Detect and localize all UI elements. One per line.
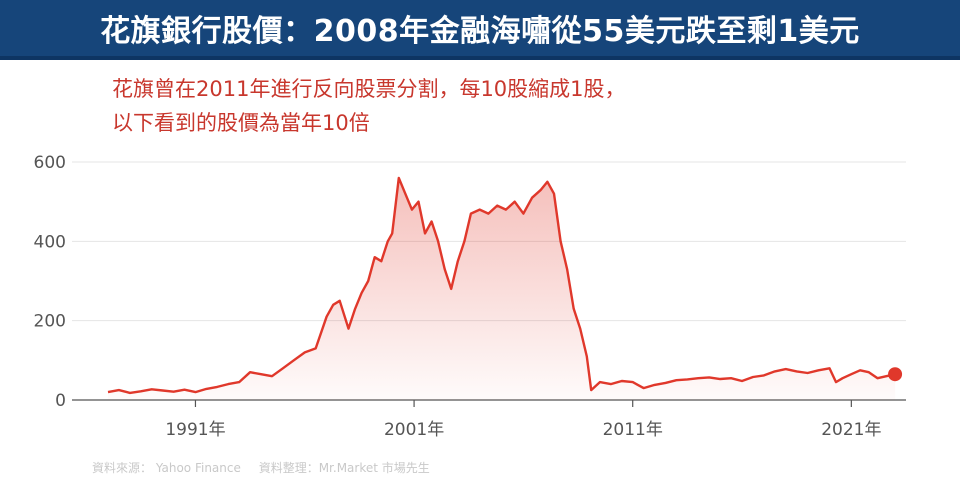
annotation-line-1: 花旗曾在2011年進行反向股票分割，每10股縮成1股，	[112, 77, 626, 101]
y-tick-label: 400	[34, 232, 66, 252]
latest-price-marker	[888, 367, 903, 382]
x-tick-label: 2001年	[384, 420, 444, 440]
annotation-line-2: 以下看到的股價為當年10倍	[112, 111, 370, 135]
x-tick-label: 2011年	[603, 420, 663, 440]
y-tick-label: 600	[34, 153, 66, 173]
compiled-by-text: 資料整理：Mr.Market 市場先生	[258, 461, 430, 475]
page-title: 花旗銀行股價：2008年金融海嘯從55美元跌至剩1美元	[100, 14, 860, 49]
chart-annotation: 花旗曾在2011年進行反向股票分割，每10股縮成1股， 以下看到的股價為當年10…	[112, 72, 626, 140]
x-axis: 1991年 2001年 2011年 2021年	[72, 399, 906, 440]
price-area-fill	[108, 177, 896, 400]
data-source-text: 資料來源： Yahoo Finance	[92, 461, 241, 475]
y-axis: 0 200 400 600	[34, 153, 66, 411]
source-credit: 資料來源： Yahoo Finance 資料整理：Mr.Market 市場先生	[92, 459, 444, 476]
x-tick-label: 1991年	[165, 420, 225, 440]
y-tick-label: 0	[55, 391, 66, 411]
price-line	[107, 176, 896, 395]
y-tick-label: 200	[34, 312, 66, 332]
header-banner: 花旗銀行股價：2008年金融海嘯從55美元跌至剩1美元	[0, 0, 960, 60]
x-tick-label: 2021年	[821, 420, 881, 440]
